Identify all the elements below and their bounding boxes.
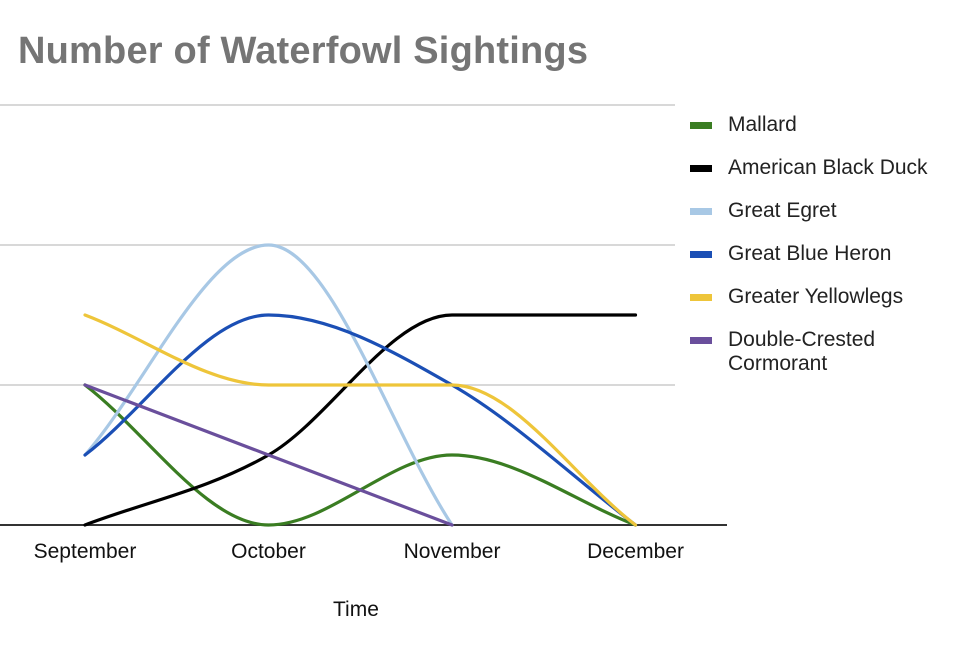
legend-item-mallard: Mallard — [690, 113, 970, 137]
legend-label: Great Blue Heron — [728, 242, 891, 266]
legend-item-great-egret: Great Egret — [690, 199, 970, 223]
x-tick-label: September — [34, 540, 137, 563]
legend: Mallard American Black Duck Great Egret Gre… — [690, 113, 970, 395]
legend-item-greater-yellowlegs: Greater Yellowlegs — [690, 285, 970, 309]
series-line-american-black-duck — [85, 315, 636, 525]
legend-label: Great Egret — [728, 199, 837, 223]
x-tick-label: November — [404, 540, 501, 563]
series-line-great-blue-heron — [85, 315, 636, 525]
legend-swatch — [690, 294, 712, 301]
legend-swatch — [690, 337, 712, 344]
legend-label: Mallard — [728, 113, 797, 137]
legend-label: American Black Duck — [728, 156, 928, 180]
legend-item-american-black-duck: American Black Duck — [690, 156, 970, 180]
legend-swatch — [690, 208, 712, 215]
legend-swatch — [690, 165, 712, 172]
legend-label: Greater Yellowlegs — [728, 285, 903, 309]
series-line-double-crested-cormorant — [85, 385, 452, 525]
legend-label: Double-Crested Cormorant — [728, 328, 875, 376]
x-axis-title: Time — [333, 598, 379, 622]
legend-swatch — [690, 122, 712, 129]
legend-item-great-blue-heron: Great Blue Heron — [690, 242, 970, 266]
series-line-mallard — [85, 385, 636, 525]
x-tick-label: December — [587, 540, 684, 563]
legend-item-double-crested-cormorant: Double-Crested Cormorant — [690, 328, 970, 376]
series-line-greater-yellowlegs — [85, 315, 636, 525]
legend-swatch — [690, 251, 712, 258]
x-tick-label: October — [231, 540, 306, 563]
